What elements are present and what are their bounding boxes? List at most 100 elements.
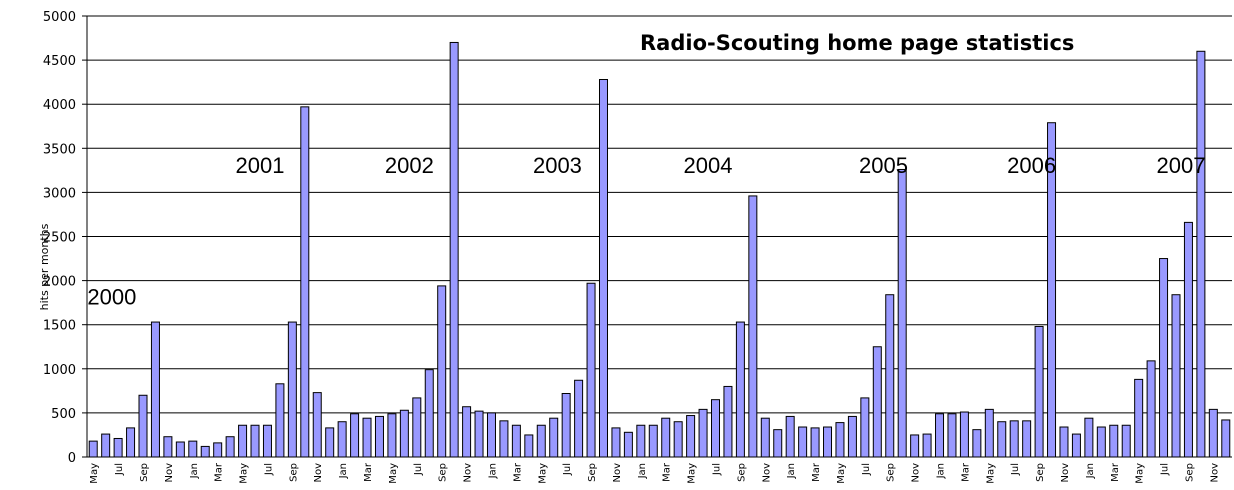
x-tick-label: Jan xyxy=(338,463,349,479)
grid-lines xyxy=(82,15,1232,458)
bar xyxy=(250,424,260,458)
x-tick-label: Nov xyxy=(313,463,324,483)
bar xyxy=(760,417,770,458)
x-tick-label: May xyxy=(388,463,399,484)
bar xyxy=(350,413,360,458)
x-tick-label: Nov xyxy=(911,463,922,483)
bar xyxy=(698,408,708,458)
bar xyxy=(648,424,658,458)
y-tick-label: 2000 xyxy=(43,275,76,290)
bar xyxy=(623,431,633,458)
bar xyxy=(586,282,596,458)
bar xyxy=(636,424,646,458)
x-tick-label: Jul xyxy=(861,463,872,476)
bar xyxy=(935,413,945,458)
bar xyxy=(1196,50,1206,458)
bar xyxy=(723,385,733,458)
x-tick-label: Jul xyxy=(1010,463,1021,476)
bar xyxy=(287,321,297,458)
x-tick-label: May xyxy=(537,463,548,484)
bar xyxy=(661,417,671,458)
year-annotation: 2004 xyxy=(684,153,733,178)
bar xyxy=(959,411,969,458)
bar xyxy=(262,424,272,458)
x-tick-label: May xyxy=(985,463,996,484)
y-tick-labels: 0 500 1000 1500 2000 2500 3000 3500 4000 4500 5000 xyxy=(43,10,76,466)
y-tick-label: 1000 xyxy=(43,363,76,378)
bar xyxy=(1171,294,1181,458)
bar xyxy=(387,413,397,458)
bar xyxy=(984,408,994,458)
bar xyxy=(686,415,696,458)
bar xyxy=(449,41,459,458)
x-tick-label: May xyxy=(836,463,847,484)
x-tick-label: Jan xyxy=(487,463,498,479)
bar xyxy=(101,433,111,458)
bar xyxy=(598,79,608,458)
axes xyxy=(86,16,1232,458)
bar xyxy=(225,436,235,458)
bar xyxy=(374,415,384,458)
bar xyxy=(462,406,472,458)
bar xyxy=(238,424,248,458)
bar xyxy=(424,369,434,458)
bar xyxy=(885,294,895,458)
bars xyxy=(88,41,1231,458)
x-tick-label: Nov xyxy=(1209,463,1220,483)
bar xyxy=(997,421,1007,458)
bar xyxy=(1134,378,1144,458)
bar xyxy=(972,429,982,458)
bar xyxy=(1009,420,1019,458)
bar xyxy=(1059,426,1069,458)
bar xyxy=(922,433,932,458)
x-tick-label: Mar xyxy=(1110,462,1121,482)
x-tick-label: Sep xyxy=(139,463,150,482)
y-tick-label: 3000 xyxy=(43,186,76,201)
x-tick-label: Jul xyxy=(562,463,573,476)
year-annotation: 2002 xyxy=(385,153,434,178)
x-tick-label: Jan xyxy=(936,463,947,479)
x-tick-label: Jul xyxy=(1160,463,1171,476)
y-tick-label: 2500 xyxy=(43,231,76,246)
bar xyxy=(312,392,322,458)
bar xyxy=(835,422,845,458)
bar xyxy=(611,427,621,458)
bar xyxy=(300,106,310,458)
x-tick-label: Jan xyxy=(189,463,200,479)
bar xyxy=(1121,424,1131,458)
x-tick-label: May xyxy=(687,463,698,484)
x-tick-label: Sep xyxy=(587,463,598,482)
x-tick-label: Jan xyxy=(637,463,648,479)
bar xyxy=(910,434,920,458)
bar xyxy=(474,410,484,458)
bar xyxy=(362,417,372,458)
bar xyxy=(735,321,745,458)
bar xyxy=(785,415,795,458)
x-tick-label: Jul xyxy=(114,463,125,476)
bar xyxy=(175,441,185,458)
bar xyxy=(823,426,833,458)
bar xyxy=(897,168,907,458)
y-tick-label: 0 xyxy=(68,451,76,466)
bar xyxy=(561,392,571,458)
chart-title: Radio-Scouting home page statistics xyxy=(640,31,1074,55)
year-annotation: 2001 xyxy=(236,153,285,178)
bar xyxy=(275,383,285,458)
year-annotation: 2007 xyxy=(1156,153,1205,178)
bar xyxy=(1208,408,1218,458)
bar xyxy=(847,415,857,458)
bar xyxy=(499,420,509,458)
x-tick-label: May xyxy=(1135,463,1146,484)
x-tick-label: Jan xyxy=(1085,463,1096,479)
x-tick-label: Mar xyxy=(811,462,822,482)
y-tick-label: 1500 xyxy=(43,319,76,334)
bar xyxy=(1096,426,1106,458)
bar xyxy=(947,413,957,458)
year-annotation: 2006 xyxy=(1007,153,1056,178)
bar xyxy=(536,424,546,458)
x-tick-label: May xyxy=(239,463,250,484)
x-tick-label: Nov xyxy=(1060,463,1071,483)
bar xyxy=(1183,221,1193,458)
bar xyxy=(1084,417,1094,458)
bar xyxy=(399,409,409,458)
